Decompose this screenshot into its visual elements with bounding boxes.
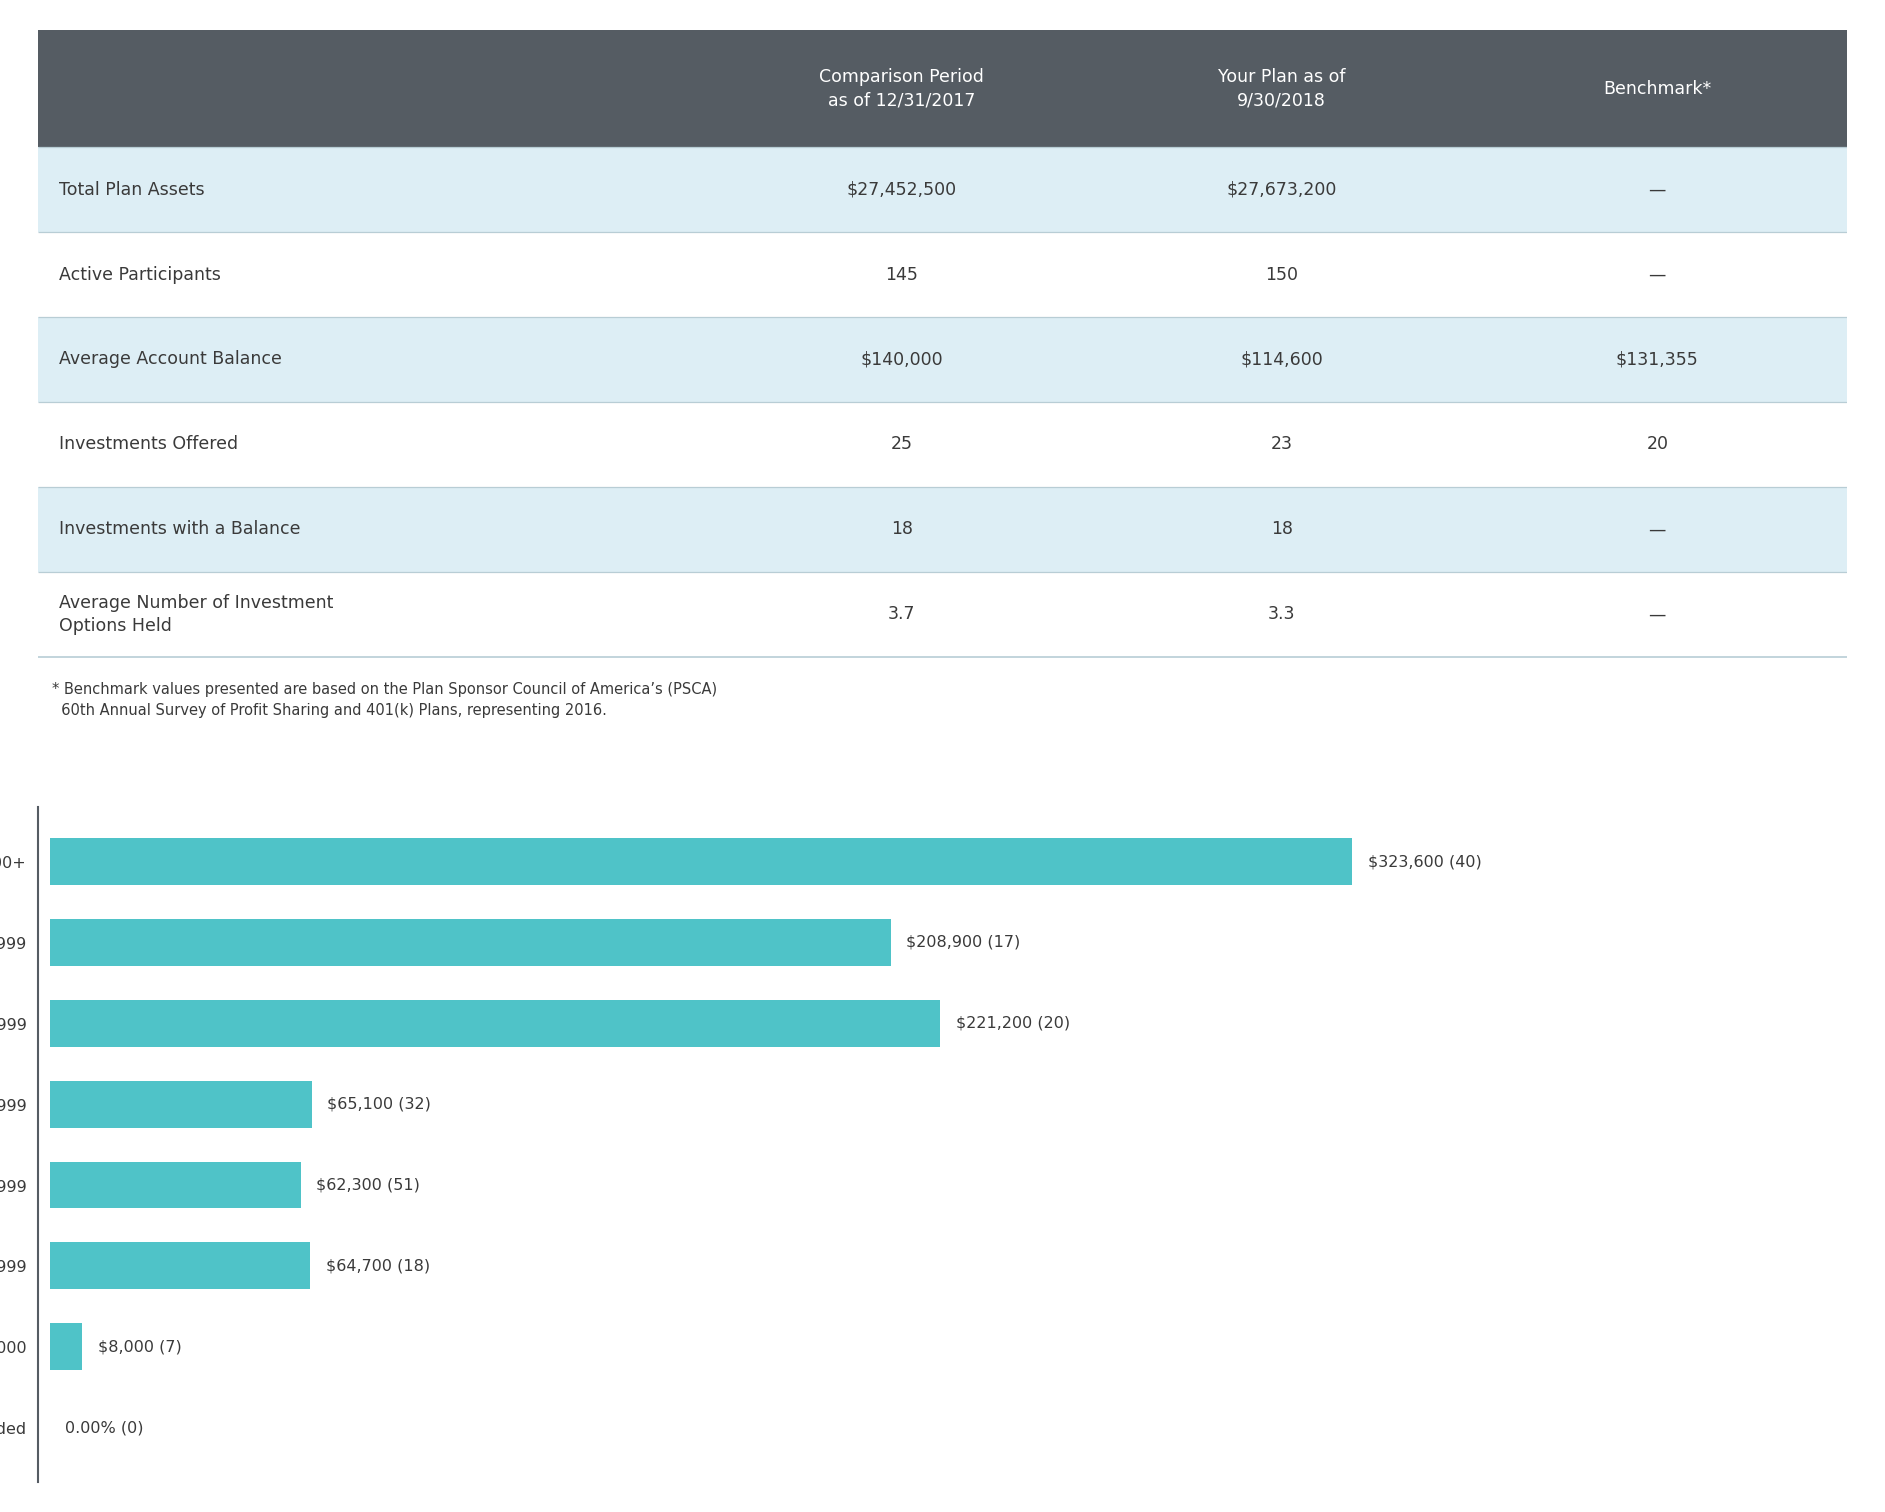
Text: $27,673,200: $27,673,200 bbox=[1227, 180, 1336, 198]
Bar bbox=[707, 147, 1097, 231]
Bar bbox=[49, 999, 941, 1046]
Bar bbox=[38, 487, 707, 572]
Text: Total Plan Assets: Total Plan Assets bbox=[60, 180, 205, 198]
Text: Investments with a Balance: Investments with a Balance bbox=[60, 520, 302, 538]
Bar bbox=[1467, 30, 1847, 147]
Text: 0.00% (0): 0.00% (0) bbox=[66, 1420, 143, 1435]
Bar bbox=[49, 919, 890, 966]
Text: 145: 145 bbox=[886, 266, 918, 284]
Bar bbox=[1097, 30, 1467, 147]
Text: Active Participants: Active Participants bbox=[60, 266, 221, 284]
Bar bbox=[707, 30, 1097, 147]
Text: 23: 23 bbox=[1270, 435, 1293, 454]
Text: $131,355: $131,355 bbox=[1615, 351, 1698, 369]
Bar bbox=[1097, 318, 1467, 402]
Bar bbox=[49, 1161, 300, 1208]
Text: $27,452,500: $27,452,500 bbox=[846, 180, 958, 198]
Bar bbox=[38, 147, 707, 231]
Bar bbox=[1097, 487, 1467, 572]
Text: Comparison Period
as of 12/31/2017: Comparison Period as of 12/31/2017 bbox=[820, 68, 984, 109]
Bar bbox=[1467, 231, 1847, 318]
Text: 3.7: 3.7 bbox=[888, 605, 916, 623]
Text: * Benchmark values presented are based on the Plan Sponsor Council of America’s : * Benchmark values presented are based o… bbox=[53, 682, 718, 718]
Text: $62,300 (51): $62,300 (51) bbox=[317, 1178, 420, 1193]
Bar bbox=[49, 1081, 311, 1128]
Bar bbox=[1467, 402, 1847, 487]
Text: Your Plan as of
9/30/2018: Your Plan as of 9/30/2018 bbox=[1218, 68, 1346, 109]
Bar bbox=[49, 838, 1352, 885]
Text: $65,100 (32): $65,100 (32) bbox=[328, 1096, 432, 1111]
Bar bbox=[38, 30, 707, 147]
Text: 25: 25 bbox=[892, 435, 912, 454]
Text: $221,200 (20): $221,200 (20) bbox=[956, 1016, 1071, 1031]
Bar bbox=[49, 1243, 311, 1290]
Text: $64,700 (18): $64,700 (18) bbox=[326, 1258, 430, 1273]
Bar bbox=[707, 231, 1097, 318]
Text: Investments Offered: Investments Offered bbox=[60, 435, 239, 454]
Text: 150: 150 bbox=[1265, 266, 1299, 284]
Bar bbox=[707, 572, 1097, 656]
Bar bbox=[1467, 318, 1847, 402]
Text: —: — bbox=[1649, 180, 1666, 198]
Bar bbox=[1467, 572, 1847, 656]
Text: $323,600 (40): $323,600 (40) bbox=[1369, 854, 1482, 869]
Bar bbox=[38, 402, 707, 487]
Text: $8,000 (7): $8,000 (7) bbox=[98, 1340, 181, 1355]
Text: Average Number of Investment
Options Held: Average Number of Investment Options Hel… bbox=[60, 594, 334, 635]
Text: —: — bbox=[1649, 520, 1666, 538]
Bar bbox=[1467, 487, 1847, 572]
Bar bbox=[707, 402, 1097, 487]
Text: 3.3: 3.3 bbox=[1269, 605, 1295, 623]
Bar bbox=[38, 318, 707, 402]
Text: $140,000: $140,000 bbox=[860, 351, 942, 369]
Bar bbox=[38, 572, 707, 656]
Bar bbox=[707, 318, 1097, 402]
Bar bbox=[1097, 231, 1467, 318]
Text: 18: 18 bbox=[1270, 520, 1293, 538]
Text: $208,900 (17): $208,900 (17) bbox=[907, 934, 1020, 950]
Text: —: — bbox=[1649, 605, 1666, 623]
Bar bbox=[1097, 147, 1467, 231]
Bar bbox=[707, 487, 1097, 572]
Text: —: — bbox=[1649, 266, 1666, 284]
Bar bbox=[49, 1323, 81, 1370]
Text: $114,600: $114,600 bbox=[1240, 351, 1323, 369]
Bar bbox=[1097, 402, 1467, 487]
Bar bbox=[1467, 147, 1847, 231]
Text: 18: 18 bbox=[892, 520, 912, 538]
Bar bbox=[1097, 572, 1467, 656]
Text: 20: 20 bbox=[1646, 435, 1668, 454]
Text: Average Account Balance: Average Account Balance bbox=[60, 351, 283, 369]
Text: Benchmark*: Benchmark* bbox=[1602, 80, 1712, 98]
Bar bbox=[38, 231, 707, 318]
